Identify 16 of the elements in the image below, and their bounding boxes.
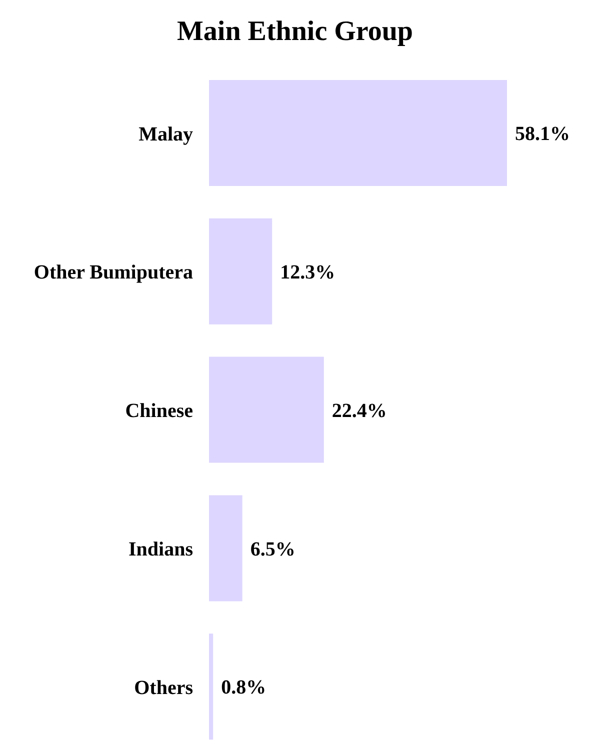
bar [209, 495, 242, 602]
data-label: 22.4% [332, 400, 387, 422]
y-tick-label: Chinese [125, 400, 194, 422]
y-tick-label: Other Bumiputera [34, 262, 193, 284]
y-tick-label: Others [134, 676, 194, 699]
data-label: 6.5% [250, 538, 296, 560]
bar [209, 634, 214, 740]
bar [209, 218, 272, 324]
data-label: 12.3% [280, 262, 336, 284]
bar [209, 356, 324, 463]
data-label: 58.1% [515, 123, 570, 146]
bar [209, 80, 507, 186]
data-label: 0.8% [221, 676, 266, 699]
y-tick-label: Malay [138, 123, 193, 146]
y-tick-label: Indians [128, 538, 194, 560]
chart-title: Main Ethnic Group [176, 16, 414, 48]
